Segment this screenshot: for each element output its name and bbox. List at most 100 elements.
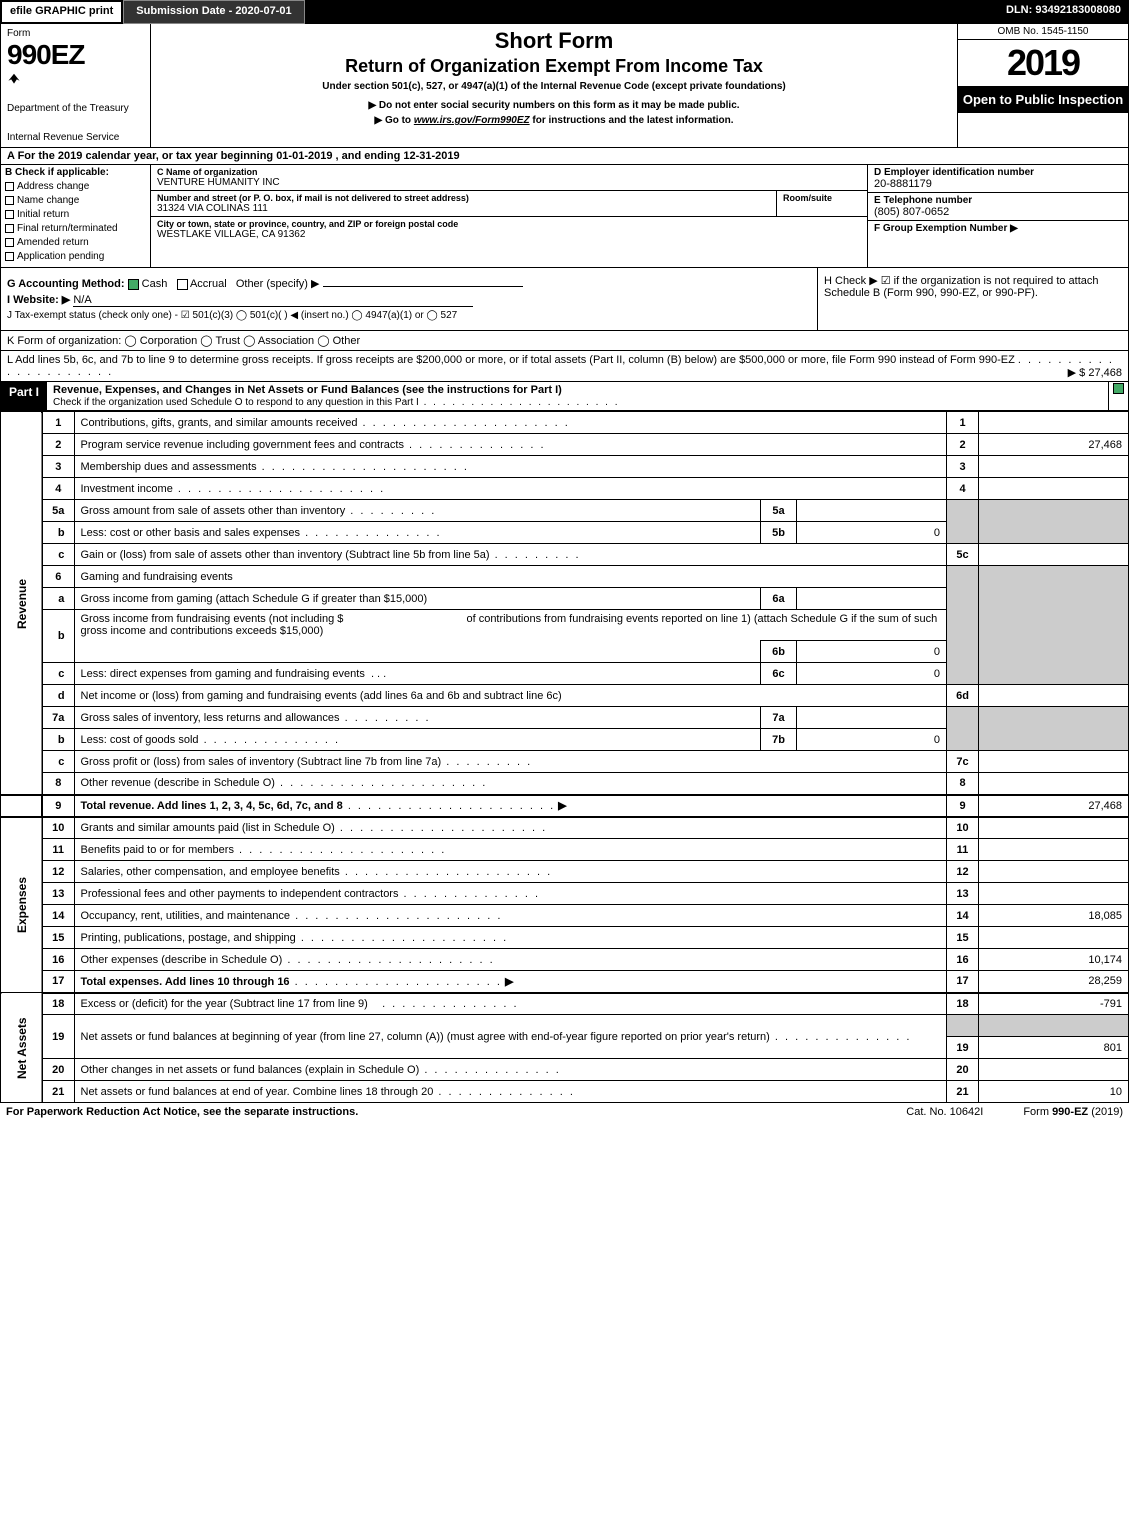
- l8-d: Other revenue (describe in Schedule O): [74, 773, 947, 795]
- goto-line: ▶ Go to www.irs.gov/Form990EZ for instru…: [159, 115, 949, 126]
- l7b-box: 7b: [761, 729, 797, 751]
- goto-post: for instructions and the latest informat…: [530, 115, 734, 126]
- tel-value: (805) 807-0652: [874, 206, 1122, 218]
- part-1-title-cell: Revenue, Expenses, and Changes in Net As…: [47, 382, 1108, 410]
- l14-num: 14: [947, 905, 979, 927]
- l7a-d: Gross sales of inventory, less returns a…: [74, 707, 761, 729]
- top-bar: efile GRAPHIC print Submission Date - 20…: [0, 0, 1129, 24]
- expenses-side-label: Expenses: [1, 817, 43, 993]
- group-exemption-label: F Group Exemption Number ▶: [874, 223, 1018, 234]
- l6a-d: Gross income from gaming (attach Schedul…: [74, 588, 761, 610]
- city-value: WESTLAKE VILLAGE, CA 91362: [157, 229, 861, 240]
- chk-address-change[interactable]: Address change: [5, 181, 146, 192]
- l15-num: 15: [947, 927, 979, 949]
- l19-shaded: [947, 1015, 979, 1037]
- l21-num: 21: [947, 1081, 979, 1103]
- street-label: Number and street (or P. O. box, if mail…: [157, 193, 770, 203]
- l4-n: 4: [42, 478, 74, 500]
- l5b-boxval: 0: [797, 522, 947, 544]
- l5c-d: Gain or (loss) from sale of assets other…: [74, 544, 947, 566]
- cat-no: Cat. No. 10642I: [906, 1106, 983, 1118]
- l1-amt: [979, 412, 1129, 434]
- l10-n: 10: [42, 817, 74, 839]
- form-number: 990EZ: [7, 39, 144, 71]
- l13-num: 13: [947, 883, 979, 905]
- website-value: N/A: [73, 294, 473, 307]
- l6a-boxval: [797, 588, 947, 610]
- chk-cash[interactable]: [128, 279, 139, 290]
- l6a-box: 6a: [761, 588, 797, 610]
- chk-application-pending[interactable]: Application pending: [5, 251, 146, 262]
- l21-amt: 10: [979, 1081, 1129, 1103]
- header-center: Short Form Return of Organization Exempt…: [151, 24, 958, 147]
- form-title: Return of Organization Exempt From Incom…: [159, 56, 949, 77]
- row-g-label: G Accounting Method:: [7, 278, 125, 290]
- irs-link[interactable]: www.irs.gov/Form990EZ: [414, 115, 530, 126]
- cash-label: Cash: [142, 278, 168, 290]
- chk-initial-return-label: Initial return: [17, 209, 69, 220]
- l10-d: Grants and similar amounts paid (list in…: [74, 817, 947, 839]
- l7a-n: 7a: [42, 707, 74, 729]
- l3-amt: [979, 456, 1129, 478]
- omb-number: OMB No. 1545-1150: [958, 24, 1128, 40]
- row-i: I Website: ▶ N/A: [7, 293, 811, 307]
- l3-n: 3: [42, 456, 74, 478]
- l18-num: 18: [947, 993, 979, 1015]
- l2-num: 2: [947, 434, 979, 456]
- l12-num: 12: [947, 861, 979, 883]
- chk-final-return[interactable]: Final return/terminated: [5, 223, 146, 234]
- under-section: Under section 501(c), 527, or 4947(a)(1)…: [159, 81, 949, 92]
- l6c-boxval: 0: [797, 663, 947, 685]
- l7c-amt: [979, 751, 1129, 773]
- chk-application-pending-label: Application pending: [17, 251, 104, 262]
- l7b-boxval: 0: [797, 729, 947, 751]
- room-cell: Room/suite: [777, 191, 867, 216]
- l12-amt: [979, 861, 1129, 883]
- ein-label: D Employer identification number: [874, 167, 1122, 178]
- row-g: G Accounting Method: Cash Accrual Other …: [7, 277, 811, 290]
- submission-date: Submission Date - 2020-07-01: [123, 0, 304, 24]
- efile-print-button[interactable]: efile GRAPHIC print: [2, 2, 121, 22]
- part-1-sub: Check if the organization used Schedule …: [53, 397, 619, 408]
- l7b-n: b: [42, 729, 74, 751]
- l1-n: 1: [42, 412, 74, 434]
- chk-initial-return[interactable]: Initial return: [5, 209, 146, 220]
- l5c-amt: [979, 544, 1129, 566]
- l5b-box: 5b: [761, 522, 797, 544]
- l13-amt: [979, 883, 1129, 905]
- l13-d: Professional fees and other payments to …: [74, 883, 947, 905]
- l19-num: 19: [947, 1037, 979, 1059]
- l16-n: 16: [42, 949, 74, 971]
- l18-n: 18: [42, 993, 74, 1015]
- l9-amt: 27,468: [979, 795, 1129, 817]
- header-right: OMB No. 1545-1150 2019 Open to Public In…: [958, 24, 1128, 147]
- l19-n: 19: [42, 1015, 74, 1059]
- other-specify-input[interactable]: [323, 286, 523, 287]
- other-label: Other (specify) ▶: [236, 278, 320, 290]
- l6b-d-cont: [74, 641, 761, 663]
- chk-accrual[interactable]: [177, 279, 188, 290]
- l6d-amt: [979, 685, 1129, 707]
- l13-n: 13: [42, 883, 74, 905]
- l6b-boxval: 0: [797, 641, 947, 663]
- chk-name-change[interactable]: Name change: [5, 195, 146, 206]
- l7-shaded-amt: [979, 707, 1129, 751]
- netassets-side-label: Net Assets: [1, 993, 43, 1103]
- l14-n: 14: [42, 905, 74, 927]
- l5a-d: Gross amount from sale of assets other t…: [74, 500, 761, 522]
- l6-n: 6: [42, 566, 74, 588]
- l11-num: 11: [947, 839, 979, 861]
- paperwork-notice: For Paperwork Reduction Act Notice, see …: [6, 1106, 358, 1118]
- chk-amended-return[interactable]: Amended return: [5, 237, 146, 248]
- l6a-n: a: [42, 588, 74, 610]
- revenue-side-label: Revenue: [1, 412, 43, 795]
- chk-final-return-label: Final return/terminated: [17, 223, 118, 234]
- l14-amt: 18,085: [979, 905, 1129, 927]
- l19-amt: 801: [979, 1037, 1129, 1059]
- l5b-n: b: [42, 522, 74, 544]
- part-1-schedule-o-check[interactable]: [1108, 382, 1128, 410]
- ein-value: 20-8881179: [874, 178, 1122, 190]
- row-l: L Add lines 5b, 6c, and 7b to line 9 to …: [0, 351, 1129, 382]
- l6d-n: d: [42, 685, 74, 707]
- l3-num: 3: [947, 456, 979, 478]
